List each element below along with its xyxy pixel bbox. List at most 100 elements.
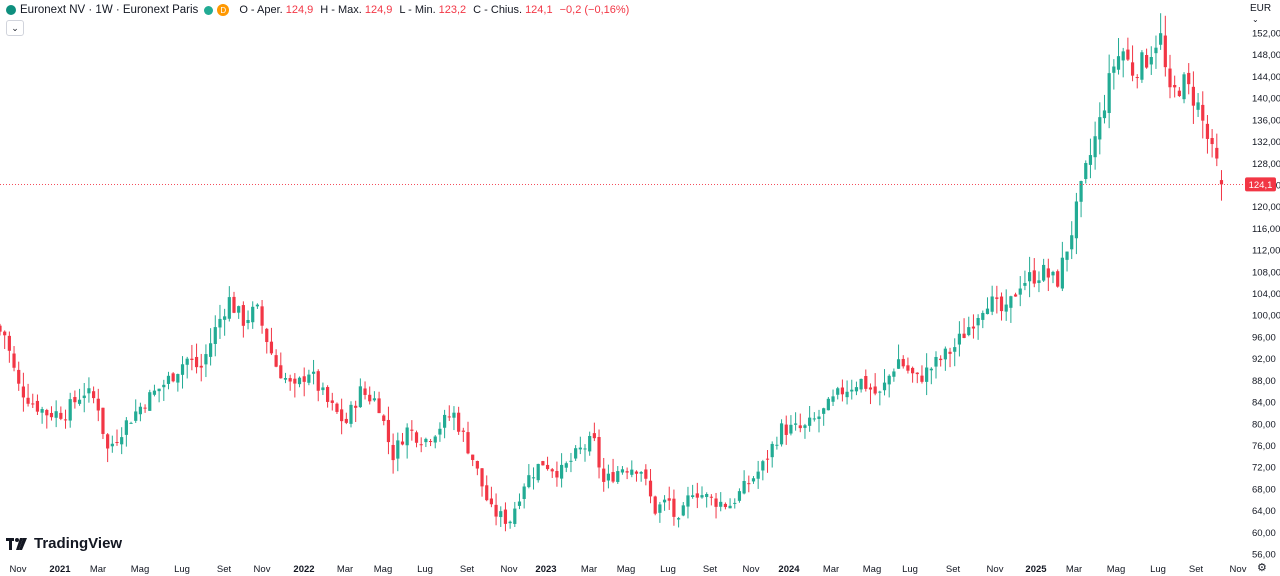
candle bbox=[831, 389, 835, 407]
candle-body bbox=[138, 406, 142, 415]
legend-collapse-button[interactable]: ⌄ bbox=[6, 20, 24, 36]
price-tick-label: 140,00 bbox=[1252, 94, 1280, 105]
candle-body bbox=[237, 306, 241, 313]
candle-body bbox=[836, 388, 840, 395]
candle-body bbox=[1037, 280, 1041, 283]
candle-body bbox=[1009, 296, 1013, 308]
candle bbox=[40, 406, 44, 424]
time-tick-label: Set bbox=[703, 564, 718, 575]
candle-body bbox=[953, 347, 957, 352]
candle-body bbox=[723, 503, 727, 508]
candle bbox=[850, 379, 854, 400]
candle bbox=[1135, 74, 1139, 89]
candle bbox=[695, 482, 699, 509]
candle bbox=[87, 377, 91, 403]
currency-selector[interactable]: EUR ⌄ bbox=[1250, 3, 1280, 25]
price-tick-label: 132,00 bbox=[1252, 137, 1280, 148]
candle bbox=[311, 359, 316, 385]
candle bbox=[480, 468, 484, 497]
candle-body bbox=[901, 358, 905, 367]
time-axis[interactable]: Nov 2021 Mar Mag Lug Set Nov 2022 Mar Mag Lug Set No… bbox=[10, 564, 1247, 575]
candle-body bbox=[475, 461, 479, 469]
candle bbox=[616, 466, 620, 484]
open-label: O - Aper. bbox=[239, 4, 283, 16]
candle-body bbox=[447, 416, 451, 418]
last-price-badge bbox=[1245, 177, 1276, 192]
candle bbox=[705, 492, 709, 508]
candle-body bbox=[148, 392, 152, 411]
candle bbox=[583, 444, 587, 462]
candle-body bbox=[911, 367, 915, 374]
candle-body bbox=[765, 458, 770, 460]
time-tick-label: Mag bbox=[131, 564, 149, 575]
candle-body bbox=[1013, 294, 1018, 297]
candle-body bbox=[302, 376, 306, 382]
candles-layer bbox=[0, 13, 1224, 532]
price-axis[interactable]: 56,00 60,00 64,00 68,00 72,00 76,00 80,00 84,00… bbox=[1252, 29, 1280, 561]
candle-body bbox=[1093, 136, 1097, 158]
candle bbox=[522, 483, 526, 509]
candle-body bbox=[588, 435, 592, 452]
candle-body bbox=[213, 327, 217, 344]
candle-body bbox=[176, 374, 180, 383]
candle-body bbox=[550, 469, 554, 472]
candle-body bbox=[59, 412, 63, 419]
candle bbox=[864, 369, 868, 392]
candle bbox=[166, 371, 171, 390]
candle-body bbox=[452, 412, 456, 418]
candle bbox=[808, 405, 812, 432]
candle-body bbox=[1051, 271, 1055, 276]
candle-body bbox=[166, 375, 171, 384]
time-tick-label: Mar bbox=[337, 564, 353, 575]
candle bbox=[475, 460, 479, 476]
candle bbox=[405, 423, 409, 459]
time-tick-label: Mag bbox=[617, 564, 635, 575]
candle-body bbox=[1173, 85, 1177, 88]
legend-bar: Euronext NV · 1W · Euronext Paris D O - … bbox=[0, 0, 1240, 20]
candle bbox=[592, 422, 596, 442]
candle-body bbox=[798, 425, 802, 429]
price-tick-label: 76,00 bbox=[1252, 441, 1276, 452]
candle-body bbox=[391, 444, 395, 461]
candle bbox=[531, 467, 536, 490]
candle-body bbox=[269, 341, 274, 354]
candle-body bbox=[400, 441, 405, 445]
symbol-title[interactable]: Euronext NV · 1W · Euronext Paris bbox=[20, 4, 199, 16]
candle-body bbox=[396, 440, 400, 459]
candle-body bbox=[948, 351, 952, 354]
candle bbox=[817, 409, 821, 433]
candle-body bbox=[157, 388, 161, 392]
candle bbox=[428, 438, 433, 447]
candle-body bbox=[3, 331, 7, 336]
candle bbox=[152, 384, 157, 397]
candle bbox=[911, 366, 915, 383]
candle-body bbox=[555, 470, 559, 478]
candle bbox=[386, 406, 391, 455]
candle-body bbox=[503, 509, 508, 524]
candle bbox=[765, 450, 770, 473]
settings-icon[interactable]: ⚙ bbox=[1257, 562, 1267, 574]
candle bbox=[274, 349, 278, 368]
candle-body bbox=[508, 521, 512, 524]
candle-body bbox=[311, 371, 316, 374]
candle-body bbox=[602, 468, 606, 482]
candle-body bbox=[1168, 68, 1172, 88]
candle bbox=[438, 422, 442, 442]
candle bbox=[255, 303, 259, 309]
candle bbox=[1028, 256, 1032, 298]
candle bbox=[1140, 50, 1144, 83]
tradingview-brand[interactable]: TradingView bbox=[6, 535, 122, 552]
candle-body bbox=[845, 391, 849, 398]
candle-body bbox=[569, 460, 573, 462]
candle-body bbox=[1130, 62, 1135, 76]
candle bbox=[859, 378, 863, 393]
candle bbox=[925, 353, 929, 396]
candle-body bbox=[971, 326, 976, 329]
price-tick-label: 152,00 bbox=[1252, 29, 1280, 40]
candle bbox=[134, 399, 138, 423]
candle-body bbox=[120, 437, 124, 445]
candle-body bbox=[443, 414, 447, 428]
candle-body bbox=[438, 428, 442, 435]
candle-body bbox=[1191, 86, 1195, 106]
